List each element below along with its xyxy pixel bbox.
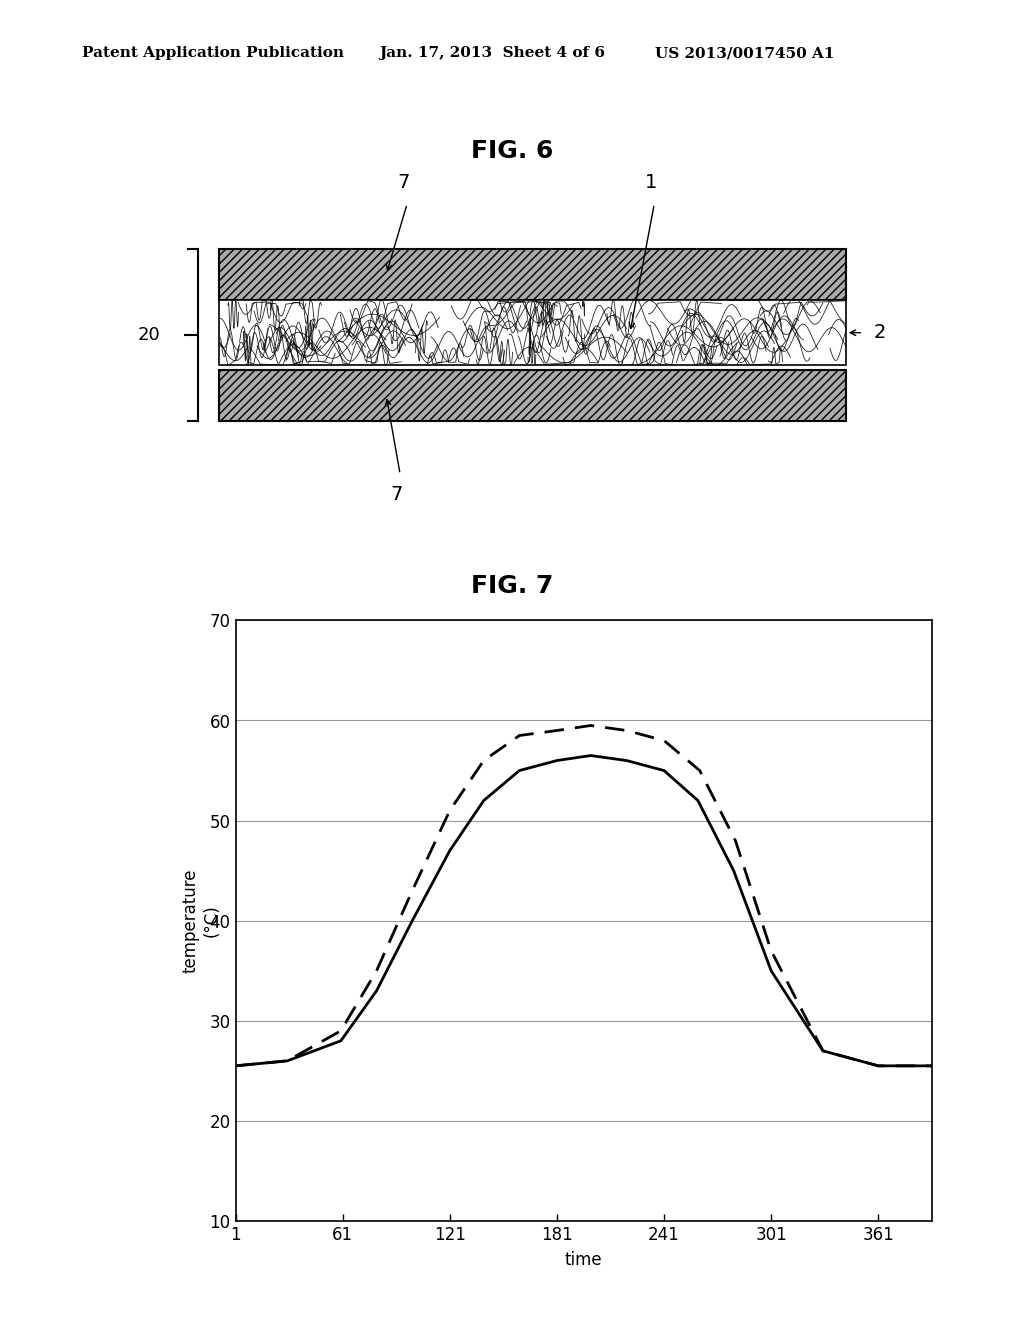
Text: 2: 2 (873, 323, 886, 342)
Bar (219, 248, 846, 300)
Text: 7: 7 (390, 486, 402, 504)
Bar (219, 300, 846, 366)
Bar (219, 370, 846, 421)
Text: 7: 7 (397, 173, 410, 191)
Text: FIG. 7: FIG. 7 (471, 574, 553, 598)
Text: Jan. 17, 2013  Sheet 4 of 6: Jan. 17, 2013 Sheet 4 of 6 (379, 46, 605, 61)
Text: US 2013/0017450 A1: US 2013/0017450 A1 (655, 46, 835, 61)
Bar (219, 248, 846, 300)
Text: Patent Application Publication: Patent Application Publication (82, 46, 344, 61)
Text: 1: 1 (645, 173, 657, 191)
Text: 20: 20 (137, 326, 160, 343)
Y-axis label: temperature
(°C): temperature (°C) (182, 869, 220, 973)
Text: FIG. 6: FIG. 6 (471, 139, 553, 162)
Bar (219, 370, 846, 421)
X-axis label: time: time (565, 1251, 602, 1269)
